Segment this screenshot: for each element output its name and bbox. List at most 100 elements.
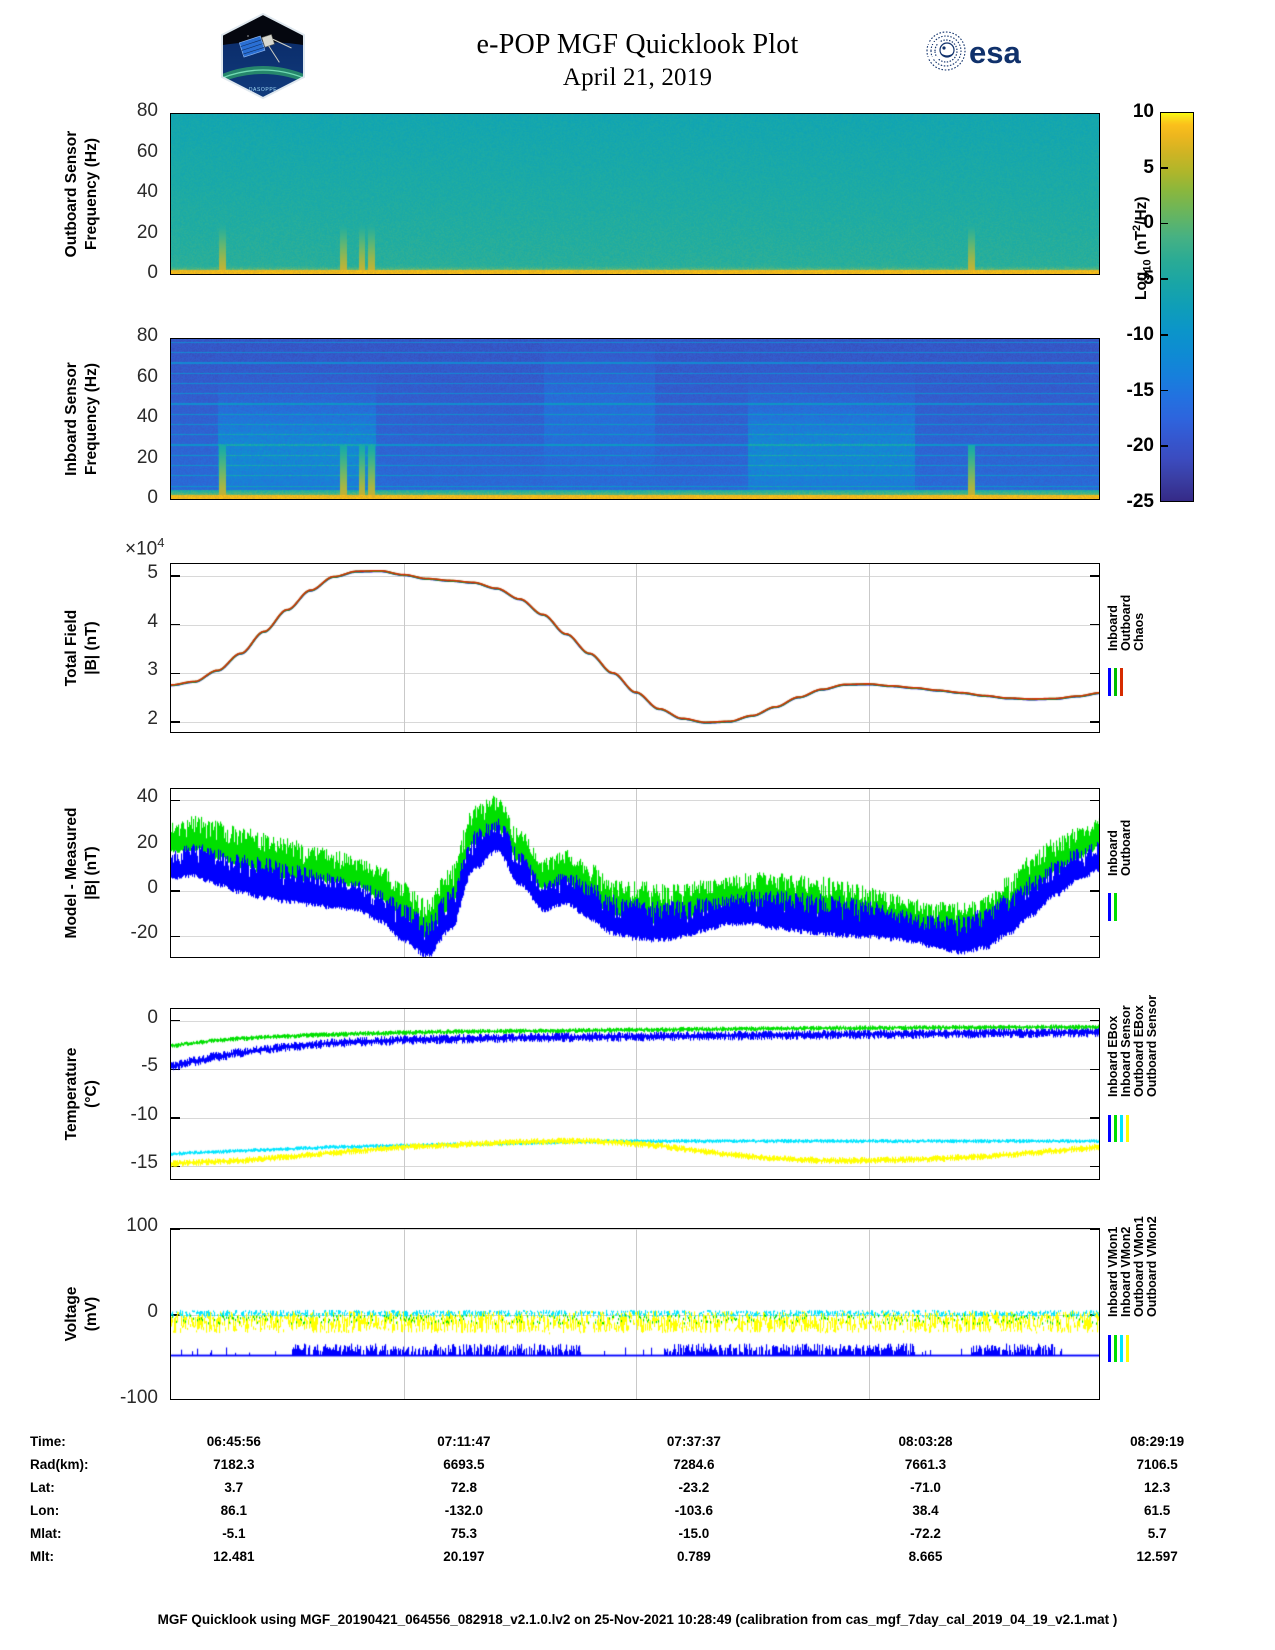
colorbar-tick-3: -5 (1137, 268, 1154, 290)
data-canvas-model-minus-measured (171, 789, 1099, 957)
ephemeris-cell-0-1: 07:11:47 (437, 1434, 491, 1449)
ephemeris-cell-1-4: 7106.5 (1136, 1457, 1178, 1472)
ephemeris-cell-1-1: 6693.5 (443, 1457, 485, 1472)
ytick-model-minus-measured-2: 0 (147, 877, 158, 898)
colorbar-tick-5: -15 (1126, 379, 1154, 401)
ephemeris-cell-0-3: 08:03:28 (898, 1434, 953, 1449)
legend-label-temperature-1: Inboard Sensor (1119, 1005, 1133, 1098)
legend-swatch-voltage-0 (1108, 1334, 1111, 1363)
legend-label-model-minus-measured-1: Outboard (1119, 820, 1133, 877)
exp-mantissa: ×10 (125, 538, 158, 560)
ephemeris-cell-4-3: -72.2 (910, 1526, 941, 1541)
ytick-voltage-1: 0 (147, 1301, 158, 1322)
ytick-inboard-spectrogram-2: 40 (136, 406, 158, 427)
ephemeris-cell-5-4: 12.597 (1136, 1549, 1178, 1564)
esa-agency-logo: esa (925, 30, 1043, 72)
colorbar: 10 5 0 -5 -10 -15 -20 -25 (1127, 101, 1194, 512)
ephemeris-cell-0-4: 08:29:19 (1130, 1434, 1185, 1449)
legend-label-voltage-3: Outboard VMon2 (1145, 1216, 1159, 1318)
exp-power: 4 (157, 535, 165, 550)
ephemeris-cell-1-0: 7182.3 (213, 1457, 255, 1472)
legend-swatch-temperature-2 (1120, 1114, 1123, 1143)
ephemeris-cell-0-2: 07:37:37 (666, 1434, 721, 1449)
colorbar-units-sup: 2 (1131, 224, 1143, 231)
plot-area-voltage (170, 1228, 1100, 1400)
title-line-primary: e-POP MGF Quicklook Plot (476, 29, 799, 60)
colorbar-tickmark (1160, 222, 1168, 225)
ytick-inboard-spectrogram-1: 60 (136, 365, 158, 387)
colorbar-tick-2: 0 (1143, 212, 1154, 234)
plot-area-temperature (170, 1008, 1100, 1180)
ytick-outboard-spectrogram-0: 80 (136, 100, 158, 121)
ytick-temperature-2: -10 (130, 1103, 158, 1125)
ephemeris-table: Time: 06:45:56 07:11:47 07:37:37 08:03:28 08:… (0, 1430, 1275, 1580)
ephemeris-cell-3-4: 61.5 (1144, 1503, 1171, 1518)
ephemeris-row-label-5: Mlt: (30, 1549, 54, 1564)
mission-patch-caption: DASOPPE (249, 87, 277, 93)
ytick-temperature-1: -5 (141, 1055, 158, 1077)
legend-swatch-temperature-1 (1114, 1114, 1117, 1143)
legend-swatch-model-minus-measured-0 (1108, 893, 1111, 921)
legend-label-voltage-0: Inboard VMon1 (1106, 1227, 1120, 1318)
plot-area-total-field (170, 563, 1100, 733)
legend-swatch-voltage-1 (1114, 1334, 1117, 1363)
legend-swatch-temperature-0 (1108, 1114, 1111, 1143)
colorbar-tick-0: 10 (1132, 101, 1154, 122)
ytick-total-field-3: 2 (147, 707, 158, 729)
colorbar-title-prefix: Log (1133, 271, 1151, 300)
colorbar-title-sub: 10 (1141, 259, 1154, 272)
ephemeris-cell-5-3: 8.665 (908, 1549, 943, 1564)
ytick-outboard-spectrogram-3: 20 (136, 221, 158, 243)
colorbar-tickmark (1160, 445, 1168, 448)
legend-swatch-total-field-2 (1120, 668, 1123, 696)
legend-swatch-voltage-3 (1126, 1334, 1129, 1363)
ephemeris-cell-3-3: 38.4 (912, 1503, 939, 1518)
ephemeris-cell-5-0: 12.481 (213, 1549, 255, 1564)
legend-swatch-temperature-3 (1126, 1114, 1129, 1143)
ephemeris-cell-3-0: 86.1 (220, 1503, 247, 1518)
esa-wordmark: esa (969, 35, 1021, 70)
ephemeris-row-label-3: Lon: (30, 1503, 60, 1518)
ephemeris-cell-4-1: 75.3 (450, 1526, 477, 1541)
ephemeris-cell-3-1: -132.0 (444, 1503, 483, 1518)
plot-area-outboard-spectrogram (170, 113, 1100, 275)
ephemeris-cell-4-4: 5.7 (1147, 1526, 1167, 1541)
ytick-total-field-2: 3 (147, 659, 158, 681)
data-canvas-temperature (171, 1009, 1099, 1179)
ephemeris-cell-2-1: 72.8 (450, 1480, 477, 1495)
ephemeris-cell-4-2: -15.0 (678, 1526, 710, 1541)
ytick-inboard-spectrogram-0: 80 (136, 325, 158, 346)
colorbar-units-post: /Hz) (1133, 196, 1151, 225)
ephemeris-row: Lat: 3.7 72.8 -23.2 -71.0 12.3 (30, 1476, 1273, 1499)
ephemeris-row: Lon: 86.1 -132.0 -103.6 38.4 61.5 (30, 1499, 1273, 1522)
data-canvas-outboard-spectrogram (171, 114, 1099, 274)
ephemeris-cell-1-2: 7284.6 (673, 1457, 715, 1472)
data-canvas-total-field (171, 564, 1099, 732)
ephemeris-cell-4-0: -5.1 (222, 1526, 246, 1541)
legend-total-field: Inboard Outboard Chaos (1106, 563, 1166, 733)
colorbar-tick-7: -25 (1126, 491, 1154, 512)
ephemeris-grid: Time: 06:45:56 07:11:47 07:37:37 08:03:28 08:… (30, 1430, 1273, 1568)
legend-swatch-total-field-0 (1108, 668, 1111, 696)
legend-swatch-model-minus-measured-1 (1114, 893, 1117, 921)
ephemeris-row-label-4: Mlat: (30, 1526, 62, 1541)
ytick-model-minus-measured-3: -20 (130, 922, 158, 944)
ephemeris-cell-0-0: 06:45:56 (206, 1434, 261, 1449)
ytick-total-field-0: 5 (147, 562, 158, 584)
legend-label-model-minus-measured-0: Inboard (1106, 830, 1120, 877)
legend-label-temperature-3: Outboard Sensor (1145, 995, 1159, 1098)
ytick-total-field-1: 4 (147, 610, 158, 632)
ephemeris-cell-2-3: -71.0 (910, 1480, 941, 1495)
ephemeris-row: Mlt: 12.481 20.197 0.789 8.665 12.597 (30, 1545, 1273, 1568)
data-canvas-voltage (171, 1229, 1099, 1399)
ytick-outboard-spectrogram-4: 0 (147, 262, 158, 283)
legend-label-total-field-2: Chaos (1132, 613, 1146, 652)
legend-label-voltage-1: Inboard VMon2 (1119, 1227, 1133, 1318)
colorbar-units-pre: (nT (1133, 230, 1151, 260)
ytick-voltage-2: -100 (119, 1387, 158, 1408)
ytick-outboard-spectrogram-2: 40 (136, 181, 158, 202)
legend-swatch-voltage-2 (1120, 1334, 1123, 1363)
legend-label-total-field-0: Inboard (1106, 605, 1120, 652)
ytick-model-minus-measured-0: 40 (136, 786, 158, 808)
colorbar-tick-1: 5 (1143, 156, 1154, 178)
